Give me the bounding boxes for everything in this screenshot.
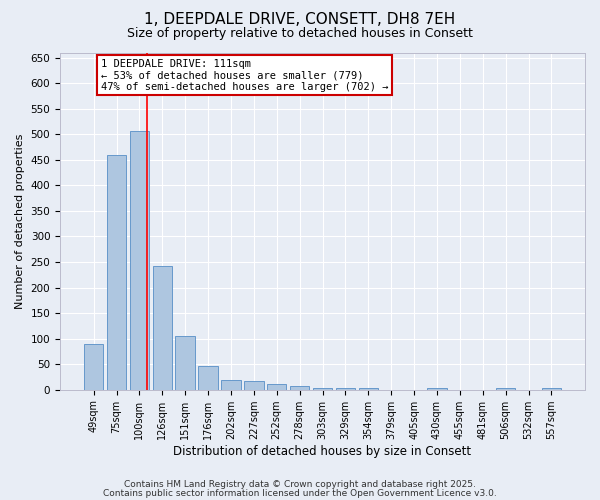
Bar	[107, 154, 126, 390]
Bar	[313, 388, 332, 390]
Bar	[335, 388, 355, 390]
Bar	[130, 130, 149, 390]
Bar	[359, 388, 378, 390]
Bar	[152, 266, 172, 390]
Text: 1 DEEPDALE DRIVE: 111sqm
← 53% of detached houses are smaller (779)
47% of semi-: 1 DEEPDALE DRIVE: 111sqm ← 53% of detach…	[101, 58, 388, 92]
Y-axis label: Number of detached properties: Number of detached properties	[15, 134, 25, 309]
X-axis label: Distribution of detached houses by size in Consett: Distribution of detached houses by size …	[173, 444, 472, 458]
Text: Contains HM Land Registry data © Crown copyright and database right 2025.: Contains HM Land Registry data © Crown c…	[124, 480, 476, 489]
Bar	[84, 344, 103, 390]
Text: Contains public sector information licensed under the Open Government Licence v3: Contains public sector information licen…	[103, 488, 497, 498]
Bar	[542, 388, 561, 390]
Bar	[427, 388, 446, 390]
Bar	[199, 366, 218, 390]
Bar	[221, 380, 241, 390]
Text: Size of property relative to detached houses in Consett: Size of property relative to detached ho…	[127, 28, 473, 40]
Bar	[496, 388, 515, 390]
Bar	[267, 384, 286, 390]
Bar	[290, 386, 310, 390]
Bar	[244, 380, 263, 390]
Bar	[175, 336, 195, 390]
Text: 1, DEEPDALE DRIVE, CONSETT, DH8 7EH: 1, DEEPDALE DRIVE, CONSETT, DH8 7EH	[145, 12, 455, 28]
